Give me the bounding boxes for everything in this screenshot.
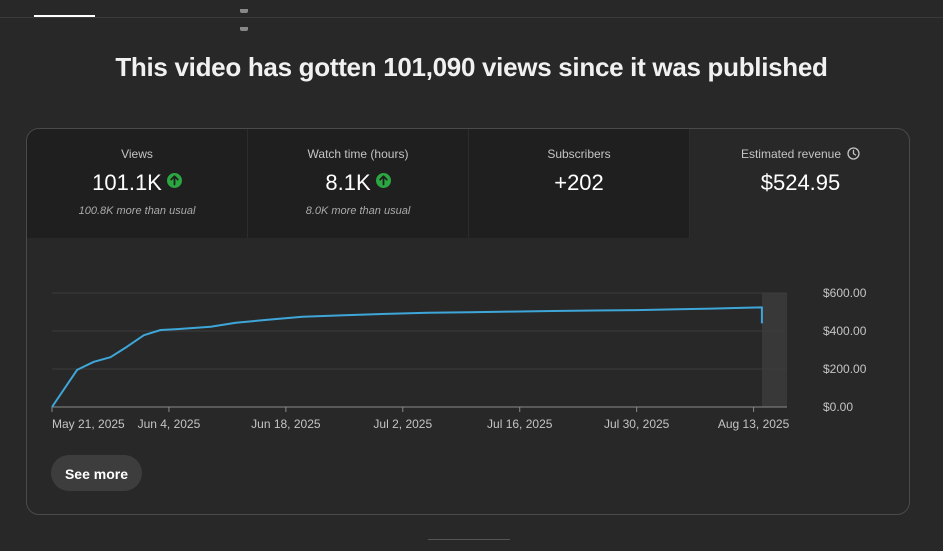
metric-value: 8.1K <box>248 170 468 196</box>
arrow-up-icon <box>375 173 391 188</box>
y-tick-label: $200.00 <box>823 362 867 376</box>
x-tick-label: Jun 18, 2025 <box>251 417 321 431</box>
metric-label: Subscribers <box>547 147 611 161</box>
metrics-row: Views 101.1K 100.8K more than usual Watc… <box>27 129 909 238</box>
see-more-button[interactable]: See more <box>51 455 142 491</box>
arrow-up-icon <box>166 173 182 188</box>
top-divider <box>0 17 943 18</box>
x-tick-label: May 21, 2025 <box>52 417 125 431</box>
x-tick-label: Jul 2, 2025 <box>373 417 432 431</box>
analytics-card: Views 101.1K 100.8K more than usual Watc… <box>26 128 910 515</box>
metric-estimated-revenue[interactable]: Estimated revenue $524.95 <box>690 129 909 238</box>
metric-value: 101.1K <box>27 170 247 196</box>
metric-label: Estimated revenue <box>690 147 909 163</box>
series-line <box>51 306 763 408</box>
x-tick-label: Aug 13, 2025 <box>718 417 790 431</box>
active-tab-indicator <box>34 15 95 17</box>
metric-label: Watch time (hours) <box>307 147 409 161</box>
metric-views[interactable]: Views 101.1K 100.8K more than usual <box>27 129 248 238</box>
clock-icon[interactable] <box>847 147 860 163</box>
x-tick-label: Jun 4, 2025 <box>138 417 201 431</box>
metric-value: $524.95 <box>760 170 841 195</box>
metric-comparison: 8.0K more than usual <box>305 205 411 217</box>
x-tick-label: Jul 30, 2025 <box>604 417 670 431</box>
metric-subscribers[interactable]: Subscribers +202 <box>469 129 690 238</box>
y-tick-label: $400.00 <box>823 324 867 338</box>
highlight-band <box>761 293 787 407</box>
metric-comparison: 100.8K more than usual <box>78 205 196 217</box>
metric-watch-time[interactable]: Watch time (hours) 8.1K 8.0K more than u… <box>248 129 469 238</box>
metric-label: Views <box>121 147 153 161</box>
x-tick-label: Jul 16, 2025 <box>487 417 553 431</box>
y-tick-label: $600.00 <box>823 286 867 300</box>
metric-value: +202 <box>554 170 604 195</box>
revenue-line-chart[interactable]: $0.00 $200.00 $400.00 $600.00 May 21, 2025 Ju… <box>27 269 910 439</box>
bottom-indicator <box>428 539 510 540</box>
page-title: This video has gotten 101,090 views sinc… <box>115 52 828 82</box>
tab-fragment-icon <box>240 0 266 31</box>
y-tick-label: $0.00 <box>823 400 853 414</box>
